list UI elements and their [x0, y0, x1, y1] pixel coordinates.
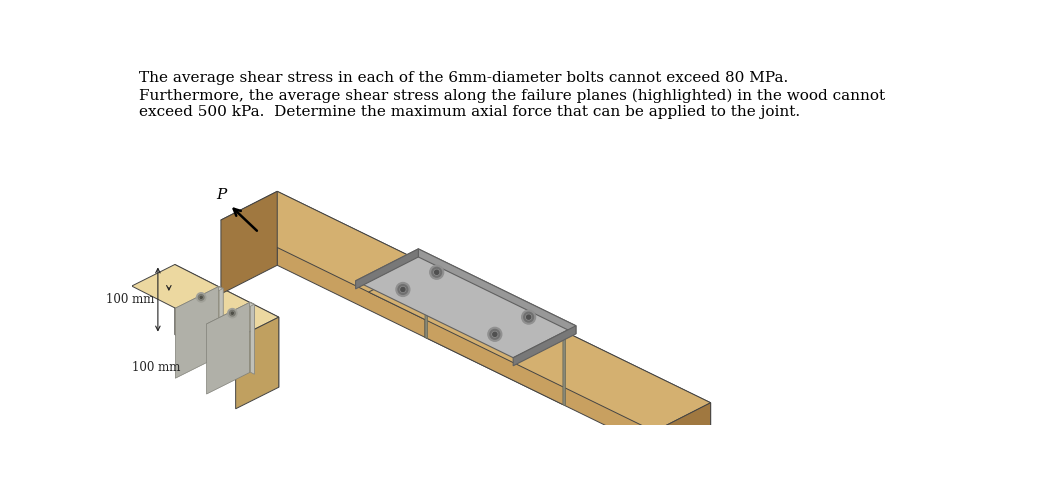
Polygon shape [207, 303, 249, 394]
Polygon shape [219, 286, 223, 358]
Text: The average shear stress in each of the 6mm-diameter bolts cannot exceed 80 MPa.: The average shear stress in each of the … [138, 71, 788, 85]
Polygon shape [176, 287, 218, 378]
Text: P: P [216, 188, 227, 202]
Polygon shape [221, 191, 563, 359]
Polygon shape [655, 403, 711, 478]
Circle shape [488, 327, 502, 341]
Polygon shape [419, 249, 576, 334]
Circle shape [430, 265, 444, 279]
Circle shape [196, 293, 206, 302]
Polygon shape [355, 249, 419, 289]
Polygon shape [236, 317, 278, 409]
Polygon shape [175, 264, 278, 387]
Circle shape [199, 296, 203, 299]
Polygon shape [513, 326, 576, 366]
Polygon shape [563, 331, 565, 406]
Text: 100 mm: 100 mm [106, 293, 155, 306]
Circle shape [228, 308, 237, 318]
Text: 100 mm: 100 mm [132, 361, 181, 374]
Polygon shape [369, 263, 711, 432]
Circle shape [232, 312, 234, 315]
Polygon shape [221, 191, 277, 294]
Polygon shape [207, 303, 254, 326]
Text: exceed 500 kPa.  Determine the maximum axial force that can be applied to the jo: exceed 500 kPa. Determine the maximum ax… [138, 105, 800, 119]
Circle shape [434, 270, 438, 274]
Text: Furthermore, the average shear stress along the failure planes (highlighted) in : Furthermore, the average shear stress al… [138, 88, 885, 103]
Polygon shape [425, 263, 428, 338]
Circle shape [522, 310, 535, 324]
Circle shape [492, 332, 497, 337]
Polygon shape [250, 302, 255, 374]
Polygon shape [176, 287, 222, 310]
Polygon shape [355, 249, 576, 358]
Circle shape [396, 282, 409, 296]
Polygon shape [425, 263, 711, 477]
Circle shape [401, 287, 405, 292]
Circle shape [527, 315, 531, 319]
Polygon shape [277, 191, 563, 404]
Polygon shape [132, 264, 278, 339]
